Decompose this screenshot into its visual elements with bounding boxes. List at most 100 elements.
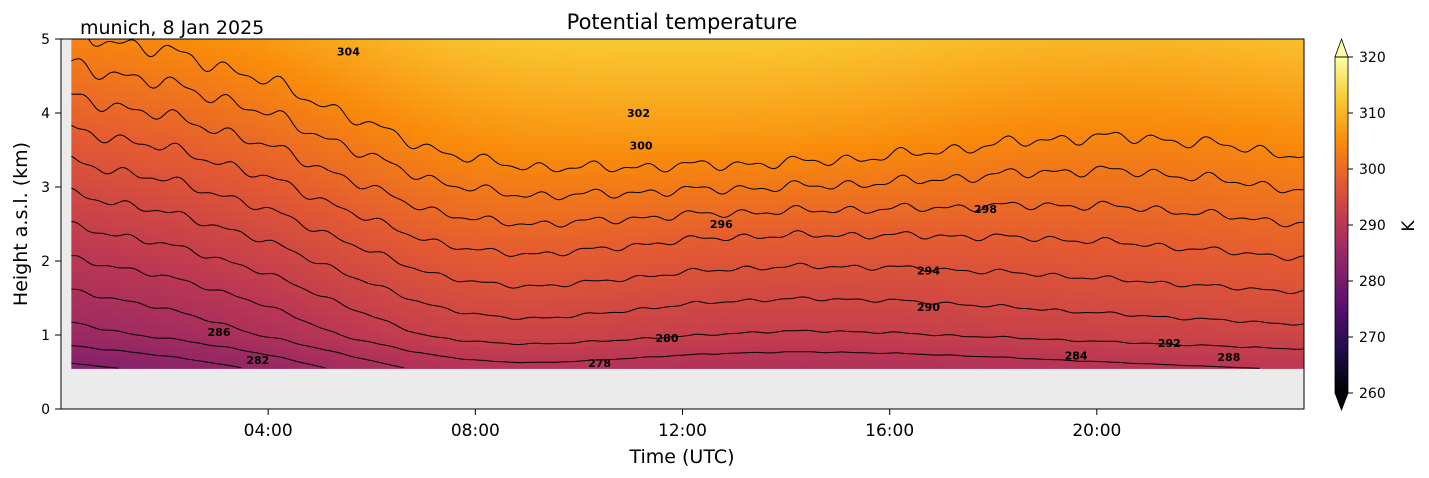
field-cell bbox=[513, 39, 524, 48]
field-cell bbox=[1026, 46, 1038, 55]
field-cell bbox=[215, 158, 227, 167]
field-cell bbox=[923, 211, 935, 220]
field-cell bbox=[410, 300, 422, 310]
field-cell bbox=[790, 106, 802, 115]
field-cell bbox=[256, 83, 268, 92]
field-cell bbox=[543, 293, 555, 302]
field-cell bbox=[821, 158, 833, 167]
field-cell bbox=[800, 203, 812, 212]
field-cell bbox=[174, 233, 185, 242]
field-cell bbox=[995, 113, 1007, 122]
field-cell bbox=[903, 83, 915, 92]
field-cell bbox=[1016, 91, 1028, 100]
field-cell bbox=[1026, 315, 1038, 324]
field-cell bbox=[1057, 46, 1069, 55]
field-cell bbox=[266, 293, 278, 302]
field-cell bbox=[502, 39, 514, 48]
field-cell bbox=[225, 330, 237, 339]
field-cell bbox=[461, 218, 473, 227]
field-cell bbox=[790, 143, 802, 152]
field-cell bbox=[91, 308, 103, 317]
field-cell bbox=[358, 39, 370, 48]
field-cell bbox=[944, 338, 956, 347]
field-cell bbox=[800, 300, 812, 310]
field-cell bbox=[420, 166, 432, 175]
field-cell bbox=[235, 226, 247, 235]
field-cell bbox=[677, 188, 689, 197]
field-cell bbox=[132, 353, 144, 362]
field-cell bbox=[626, 315, 637, 324]
field-cell bbox=[1078, 203, 1089, 212]
field-cell bbox=[317, 98, 329, 107]
field-cell bbox=[697, 233, 709, 242]
field-cell bbox=[1119, 278, 1130, 287]
field-cell bbox=[718, 293, 730, 302]
field-cell bbox=[1201, 241, 1213, 250]
field-cell bbox=[204, 211, 216, 220]
field-cell bbox=[944, 233, 956, 242]
field-cell bbox=[122, 323, 134, 332]
field-cell bbox=[256, 188, 268, 197]
field-cell bbox=[985, 300, 997, 310]
field-cell bbox=[235, 203, 247, 212]
field-cell bbox=[451, 151, 463, 160]
field-cell bbox=[225, 166, 237, 175]
field-cell bbox=[965, 323, 976, 332]
field-cell bbox=[1067, 211, 1079, 220]
field-cell bbox=[379, 226, 391, 235]
field-cell bbox=[1232, 188, 1243, 197]
field-cell bbox=[287, 211, 298, 220]
field-cell bbox=[122, 211, 134, 220]
field-cell bbox=[276, 158, 288, 167]
field-cell bbox=[379, 98, 391, 107]
field-cell bbox=[852, 83, 863, 92]
field-cell bbox=[1016, 278, 1028, 287]
field-cell bbox=[872, 61, 884, 70]
field-cell bbox=[543, 68, 555, 78]
field-cell bbox=[1088, 256, 1100, 265]
field-cell bbox=[461, 278, 473, 287]
field-cell bbox=[81, 158, 93, 167]
field-cell bbox=[1139, 158, 1151, 167]
field-cell bbox=[739, 308, 750, 317]
field-cell bbox=[862, 68, 874, 78]
field-cell bbox=[184, 256, 196, 265]
field-cell bbox=[358, 278, 370, 287]
field-cell bbox=[1006, 61, 1017, 70]
field-cell bbox=[1047, 330, 1059, 339]
field-cell bbox=[1016, 323, 1028, 332]
field-cell bbox=[245, 308, 257, 317]
field-cell bbox=[656, 338, 668, 347]
field-cell bbox=[903, 360, 915, 369]
field-cell bbox=[954, 196, 966, 205]
field-cell bbox=[235, 300, 247, 310]
field-cell bbox=[708, 241, 720, 250]
field-cell bbox=[1221, 308, 1233, 317]
field-cell bbox=[420, 46, 432, 55]
field-cell bbox=[965, 271, 976, 280]
field-cell bbox=[852, 338, 863, 347]
field-cell bbox=[112, 285, 124, 295]
field-cell bbox=[759, 39, 771, 48]
field-cell bbox=[667, 360, 679, 369]
field-cell bbox=[358, 158, 370, 167]
field-cell bbox=[1221, 151, 1233, 160]
field-cell bbox=[400, 263, 411, 272]
field-cell bbox=[1108, 68, 1120, 78]
field-cell bbox=[358, 338, 370, 347]
field-cell bbox=[153, 166, 165, 175]
field-cell bbox=[1170, 218, 1182, 227]
field-cell bbox=[204, 218, 216, 227]
field-cell bbox=[81, 241, 93, 250]
field-cell bbox=[934, 226, 946, 235]
field-cell bbox=[975, 300, 987, 310]
field-cell bbox=[338, 285, 350, 295]
field-cell bbox=[862, 345, 874, 354]
field-cell bbox=[482, 158, 494, 167]
field-cell bbox=[1006, 211, 1017, 220]
field-cell bbox=[91, 121, 103, 130]
field-cell bbox=[1191, 106, 1202, 115]
field-cell bbox=[574, 300, 586, 310]
field-cell bbox=[759, 91, 771, 100]
field-cell bbox=[554, 106, 566, 115]
